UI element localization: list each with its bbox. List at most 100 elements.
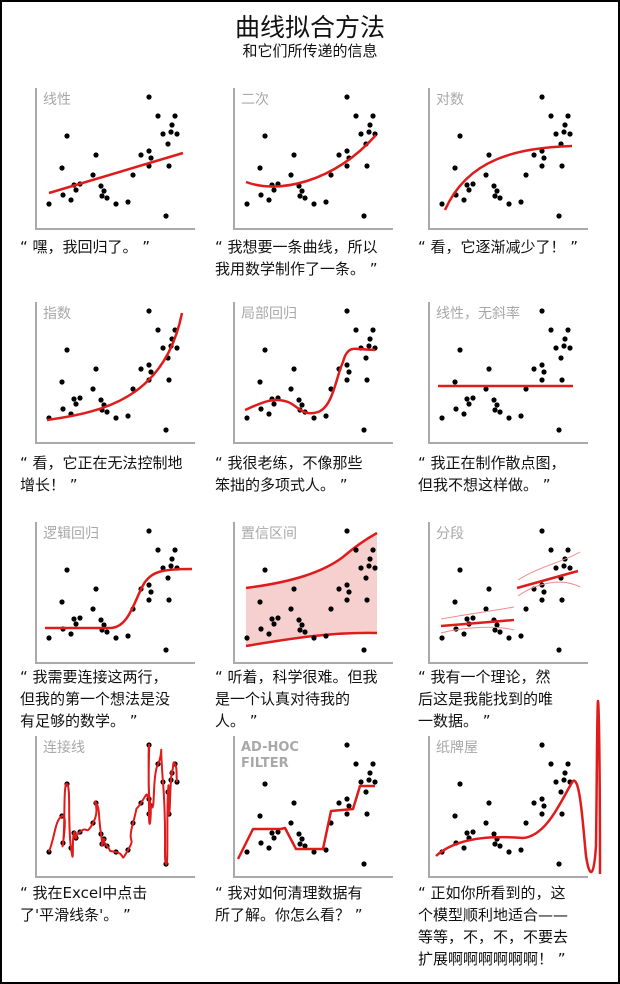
data-point xyxy=(439,635,445,641)
data-point xyxy=(138,152,144,158)
data-point xyxy=(497,409,503,415)
axes xyxy=(233,88,393,230)
data-point xyxy=(104,409,110,415)
fit-segment xyxy=(516,569,579,590)
data-point xyxy=(258,626,264,632)
data-point xyxy=(291,366,297,372)
data-point xyxy=(470,395,476,401)
plot-linear-no-slope xyxy=(428,302,588,444)
fit-curve xyxy=(245,134,377,188)
plot-piecewise xyxy=(428,522,588,664)
panel-connecting-lines: 连接线 xyxy=(35,736,197,880)
data-point xyxy=(559,163,565,169)
data-point xyxy=(296,617,302,623)
data-point xyxy=(565,761,571,767)
panel-caption: “ 我对如何清理数据有 所了解。你怎么看？ ” xyxy=(215,884,363,924)
data-point xyxy=(275,829,281,835)
data-point xyxy=(367,336,373,342)
data-point xyxy=(364,163,370,169)
data-point xyxy=(104,195,110,201)
data-point xyxy=(464,396,470,402)
panel-label: 置信区间 xyxy=(241,526,297,542)
panel-label: 对数 xyxy=(436,92,464,108)
data-point xyxy=(491,831,497,837)
data-point xyxy=(323,847,329,853)
data-point xyxy=(562,770,568,776)
data-point xyxy=(461,197,467,203)
data-point xyxy=(363,575,369,581)
plot-connecting-lines xyxy=(35,736,195,878)
data-point xyxy=(68,197,74,203)
data-point xyxy=(344,94,350,100)
data-point xyxy=(452,599,458,605)
plot-exponential xyxy=(35,302,195,444)
data-point xyxy=(539,362,545,368)
data-point xyxy=(531,152,537,158)
data-point xyxy=(266,845,272,851)
data-point xyxy=(364,811,370,817)
data-point xyxy=(73,401,79,407)
axes xyxy=(233,736,393,878)
data-point xyxy=(548,547,554,553)
data-point xyxy=(553,779,559,785)
data-point xyxy=(155,113,161,119)
data-point xyxy=(372,779,378,785)
data-point xyxy=(548,761,554,767)
data-point xyxy=(494,188,500,194)
data-point xyxy=(353,547,359,553)
data-point xyxy=(486,800,492,806)
data-point xyxy=(553,131,559,137)
data-point xyxy=(370,547,376,553)
data-point xyxy=(453,406,459,412)
data-point xyxy=(346,803,352,809)
data-point xyxy=(258,406,264,412)
data-point xyxy=(130,172,136,178)
data-point xyxy=(464,616,470,622)
fit-curve xyxy=(46,312,184,422)
data-point xyxy=(148,589,154,595)
data-point xyxy=(172,113,178,119)
data-point xyxy=(73,621,79,627)
data-point xyxy=(160,345,166,351)
data-point xyxy=(506,201,512,207)
data-point xyxy=(165,575,171,581)
panel-logarithmic: 对数 xyxy=(428,88,590,232)
data-point xyxy=(297,627,303,633)
data-point xyxy=(90,386,96,392)
data-point xyxy=(366,563,372,569)
data-point xyxy=(483,386,489,392)
data-point xyxy=(531,800,537,806)
data-point xyxy=(363,355,369,361)
data-point xyxy=(367,770,373,776)
error-band-line xyxy=(517,551,581,581)
panel-caption: “ 我有一个理论，然 后这是我能找到的唯 一数据。 ” xyxy=(418,668,554,730)
data-point xyxy=(166,377,172,383)
data-point xyxy=(366,343,372,349)
data-point xyxy=(494,402,500,408)
panel-label: 线性，无斜率 xyxy=(436,306,520,322)
data-point xyxy=(275,615,281,621)
data-point xyxy=(271,835,277,841)
data-point xyxy=(565,327,571,333)
panel-exponential: 指数 xyxy=(35,302,197,446)
data-point xyxy=(363,789,369,795)
fit-curve xyxy=(435,699,602,875)
data-point xyxy=(439,201,445,207)
data-point xyxy=(166,597,172,603)
data-point xyxy=(302,195,308,201)
data-point xyxy=(457,567,463,573)
data-point xyxy=(346,369,352,375)
plot-loess xyxy=(233,302,393,444)
axes xyxy=(233,302,393,444)
panel-label: 指数 xyxy=(43,306,71,322)
data-point xyxy=(269,830,275,836)
fit-curve xyxy=(48,151,184,195)
data-point xyxy=(64,567,70,573)
data-point xyxy=(125,199,131,205)
data-point xyxy=(302,843,308,849)
data-point xyxy=(344,742,350,748)
data-point xyxy=(244,201,250,207)
data-point xyxy=(98,183,104,189)
data-point xyxy=(361,427,367,433)
data-point xyxy=(174,131,180,137)
